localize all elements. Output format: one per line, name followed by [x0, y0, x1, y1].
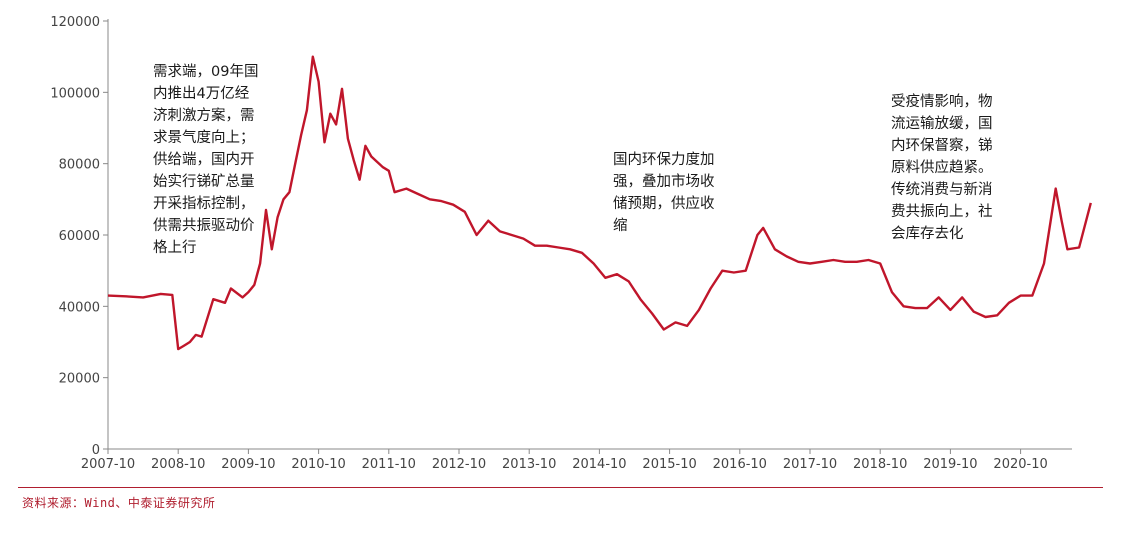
- x-tick-label: 2014-10: [572, 457, 626, 472]
- x-tick-label: 2016-10: [713, 457, 767, 472]
- x-tick-label: 2013-10: [502, 457, 556, 472]
- annotation-line: 费共振向上，社: [891, 203, 993, 220]
- annotation-line: 储预期，供应收: [613, 194, 715, 212]
- annotation-line: 供给端，国内开: [153, 151, 255, 168]
- annotation-line: 受疫情影响，物: [891, 93, 993, 110]
- annotation-line: 传统消费与新消: [891, 181, 993, 198]
- series-group: [107, 55, 1092, 351]
- annotation-line: 原料供应趋紧。: [891, 158, 993, 176]
- y-tick-label: 100000: [50, 86, 100, 101]
- x-tick-label: 2018-10: [853, 457, 907, 472]
- y-tick-label: 60000: [59, 229, 100, 244]
- annotation-line: 供需共振驱动价: [153, 217, 255, 234]
- annotation-line: 缩: [613, 217, 628, 234]
- y-tick-label: 20000: [59, 372, 100, 387]
- annotation-3: 受疫情影响，物流运输放缓，国内环保督察，锑原料供应趋紧。传统消费与新消费共振向上…: [891, 93, 993, 242]
- annotation-line: 流运输放缓，国: [891, 115, 993, 132]
- x-tick-label: 2019-10: [923, 457, 977, 472]
- annotation-line: 始实行锑矿总量: [153, 173, 255, 190]
- source-note: 资料来源：Wind、中泰证券研究所: [22, 496, 216, 510]
- y-tick-label: 120000: [50, 15, 100, 30]
- y-tick-label: 0: [92, 443, 100, 458]
- annotation-line: 国内环保力度加: [613, 151, 715, 168]
- annotation-line: 会库存去化: [891, 225, 964, 242]
- annotation-line: 内推出4万亿经: [153, 85, 249, 102]
- x-tick-label: 2009-10: [221, 457, 275, 472]
- x-tick-label: 2008-10: [151, 457, 205, 472]
- x-tick-label: 2007-10: [81, 457, 135, 472]
- series-line-0: [107, 55, 1092, 351]
- y-axis: 0 20000 40000 60000 80000 100000 120000: [50, 15, 109, 458]
- x-tick-label: 2017-10: [783, 457, 837, 472]
- annotation-line: 开采指标控制，: [153, 195, 255, 212]
- annotation-line: 强，叠加市场收: [613, 173, 715, 190]
- y-tick-label: 80000: [59, 158, 100, 173]
- x-tick-label: 2010-10: [291, 457, 345, 472]
- annotation-line: 求景气度向上；: [153, 129, 255, 146]
- x-tick-label: 2011-10: [362, 457, 416, 472]
- y-tick-label: 40000: [59, 300, 100, 315]
- annotation-line: 需求端，09年国: [153, 63, 258, 80]
- annotation-line: 格上行: [153, 239, 197, 256]
- annotation-line: 内环保督察，锑: [891, 136, 993, 154]
- annotation-line: 济刺激方案，需: [153, 106, 255, 124]
- x-tick-label: 2012-10: [432, 457, 486, 472]
- x-tick-label: 2020-10: [993, 457, 1047, 472]
- x-tick-label: 2015-10: [642, 457, 696, 472]
- x-axis: 2007-10 2008-10 2009-10 2010-10 2011-10 2012-…: [81, 448, 1072, 472]
- source-divider: [18, 487, 1103, 488]
- chart: 0 20000 40000 60000 80000 100000 120000 2007-1…: [50, 15, 1092, 472]
